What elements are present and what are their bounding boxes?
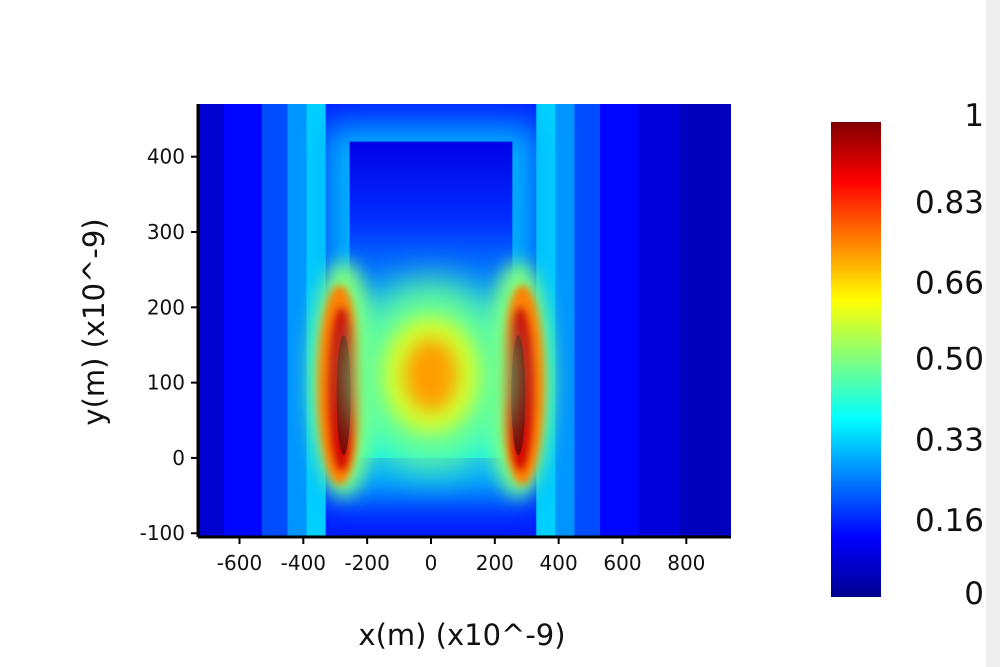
colorbar-tick-label: 0.66 (915, 266, 984, 302)
field-band (574, 104, 601, 537)
side-hotspot-peak (511, 335, 526, 456)
y-tick-label: 300 (147, 220, 185, 244)
field-band (287, 104, 307, 537)
colorbar-tick-label: 0.83 (915, 185, 984, 221)
y-tick-label: 400 (147, 145, 185, 169)
colorbar-tick-label: 0.33 (915, 422, 984, 458)
field-band (555, 104, 575, 537)
x-tick-label: 400 (540, 551, 578, 575)
field-band (600, 104, 639, 537)
colorbar-tick-label: 0.50 (915, 342, 984, 378)
window-edge (986, 0, 1000, 667)
colorbar-labels: 1 0.83 0.66 0.50 0.33 0.16 0 (915, 98, 984, 612)
colorbar-tick-label: 0 (964, 576, 984, 612)
y-ticks: -100 0 100 200 300 400 (140, 145, 198, 545)
y-tick-label: 100 (147, 371, 185, 395)
center-hotspot-core (404, 339, 457, 412)
colorbar-tick-label: 1 (964, 98, 984, 134)
x-tick-label: -200 (344, 551, 389, 575)
x-tick-label: -400 (281, 551, 326, 575)
axes (196, 104, 731, 539)
side-hotspot-peak (336, 335, 351, 456)
x-tick-label: 0 (425, 551, 438, 575)
field-map (198, 104, 731, 537)
x-tick-label: -600 (217, 551, 262, 575)
colorbar (831, 122, 881, 597)
x-tick-label: 800 (667, 551, 705, 575)
x-axis-title: x(m) (x10^-9) (358, 618, 565, 652)
x-tick-label: 200 (476, 551, 514, 575)
y-tick-label: 0 (172, 446, 185, 470)
x-ticks: -600 -400 -200 0 200 400 600 800 (217, 537, 705, 575)
field-band (638, 104, 680, 537)
field-band (223, 104, 262, 537)
y-axis-title: y(m) (x10^-9) (77, 218, 111, 425)
field-band (198, 104, 224, 537)
y-tick-label: -100 (140, 521, 185, 545)
y-tick-label: 200 (147, 295, 185, 319)
field-band (261, 104, 288, 537)
field-band (679, 104, 731, 537)
x-tick-label: 600 (603, 551, 641, 575)
colorbar-tick-label: 0.16 (915, 503, 984, 539)
